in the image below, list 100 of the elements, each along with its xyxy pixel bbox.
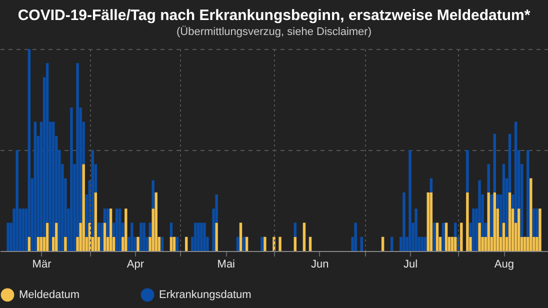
- bar: [454, 222, 457, 237]
- bar: [424, 236, 426, 251]
- bar: [109, 208, 112, 251]
- bar: [436, 222, 439, 251]
- bar: [360, 236, 364, 251]
- bar: [493, 192, 496, 251]
- bar: [55, 222, 58, 251]
- bar: [197, 222, 200, 251]
- bar: [460, 222, 463, 251]
- bar: [454, 236, 457, 251]
- bar: [148, 222, 152, 237]
- bar: [6, 222, 10, 251]
- bar: [172, 236, 176, 251]
- bar: [184, 236, 188, 251]
- bar: [100, 222, 104, 251]
- bar: [245, 236, 248, 251]
- bar: [272, 236, 276, 251]
- bar: [466, 150, 469, 192]
- bar: [294, 222, 297, 237]
- bar: [239, 222, 242, 251]
- bar: [432, 222, 436, 251]
- bar: [160, 236, 164, 251]
- bar: [517, 208, 520, 251]
- bar: [40, 236, 43, 251]
- bar: [538, 208, 542, 251]
- bar: [200, 222, 203, 251]
- bar: [354, 222, 357, 251]
- bar: [194, 222, 197, 251]
- bar: [203, 222, 206, 251]
- bar: [493, 134, 496, 192]
- bar: [442, 222, 445, 251]
- legend-label: Erkrankungsdatum: [159, 288, 252, 301]
- bar: [22, 208, 24, 251]
- bar: [170, 236, 173, 251]
- bar: [514, 122, 518, 223]
- bar: [420, 236, 424, 251]
- bar: [118, 208, 122, 251]
- bar: [408, 150, 412, 251]
- bar: [487, 192, 490, 251]
- chart-subtitle: (Übermittlungsverzug, siehe Disclaimer): [176, 25, 372, 38]
- bar: [450, 236, 454, 251]
- bar: [115, 208, 118, 251]
- x-tick-label: Apr: [126, 258, 144, 270]
- bar: [472, 208, 475, 251]
- x-tick-label: Jul: [403, 258, 418, 270]
- bar: [152, 180, 154, 209]
- bar: [124, 208, 128, 251]
- bar: [490, 194, 493, 237]
- bar: [308, 236, 312, 251]
- bar: [466, 192, 469, 251]
- bar: [390, 236, 394, 251]
- bar: [154, 192, 158, 251]
- x-tick-label: Aug: [494, 258, 514, 270]
- bar: [46, 222, 49, 251]
- bar: [502, 222, 506, 251]
- bar: [487, 164, 490, 192]
- bar: [64, 236, 67, 251]
- bar: [16, 150, 18, 251]
- bar: [426, 192, 430, 251]
- bar: [130, 222, 134, 251]
- x-tick-label: Mai: [217, 258, 236, 270]
- bar: [402, 192, 406, 251]
- bar: [381, 236, 384, 251]
- bar: [444, 222, 448, 251]
- bar: [526, 150, 530, 237]
- bar: [260, 236, 264, 251]
- bar: [34, 122, 37, 251]
- bar: [82, 164, 85, 251]
- bar: [103, 222, 106, 251]
- bar: [508, 192, 512, 251]
- x-tick-label: Jun: [310, 258, 329, 270]
- chart-title: COVID-19-Fälle/Tag nach Erkrankungsbeginn, ersatzweise Meldedatum*: [18, 7, 530, 24]
- bar: [278, 236, 282, 251]
- bar: [142, 222, 146, 251]
- bar: [414, 208, 418, 251]
- bar: [140, 222, 142, 251]
- bar: [70, 108, 73, 251]
- bar: [106, 208, 110, 237]
- legend-label: Meldedatum: [19, 288, 80, 301]
- bar: [430, 178, 433, 192]
- bar: [36, 236, 40, 251]
- bar: [28, 236, 31, 251]
- bar: [430, 192, 433, 251]
- bar: [530, 178, 532, 251]
- bar: [215, 222, 218, 251]
- bar: [536, 208, 538, 237]
- bar: [136, 236, 140, 251]
- bar: [236, 236, 240, 251]
- bar: [302, 222, 306, 251]
- bar: [524, 236, 526, 251]
- bar: [264, 236, 266, 251]
- bar: [94, 192, 98, 251]
- bar: [176, 236, 179, 251]
- x-tick-label: Mär: [32, 258, 52, 270]
- bar: [532, 208, 536, 237]
- bar: [478, 222, 481, 251]
- bar: [294, 236, 297, 251]
- bar: [242, 236, 246, 251]
- bar: [91, 150, 94, 237]
- bar: [170, 222, 173, 237]
